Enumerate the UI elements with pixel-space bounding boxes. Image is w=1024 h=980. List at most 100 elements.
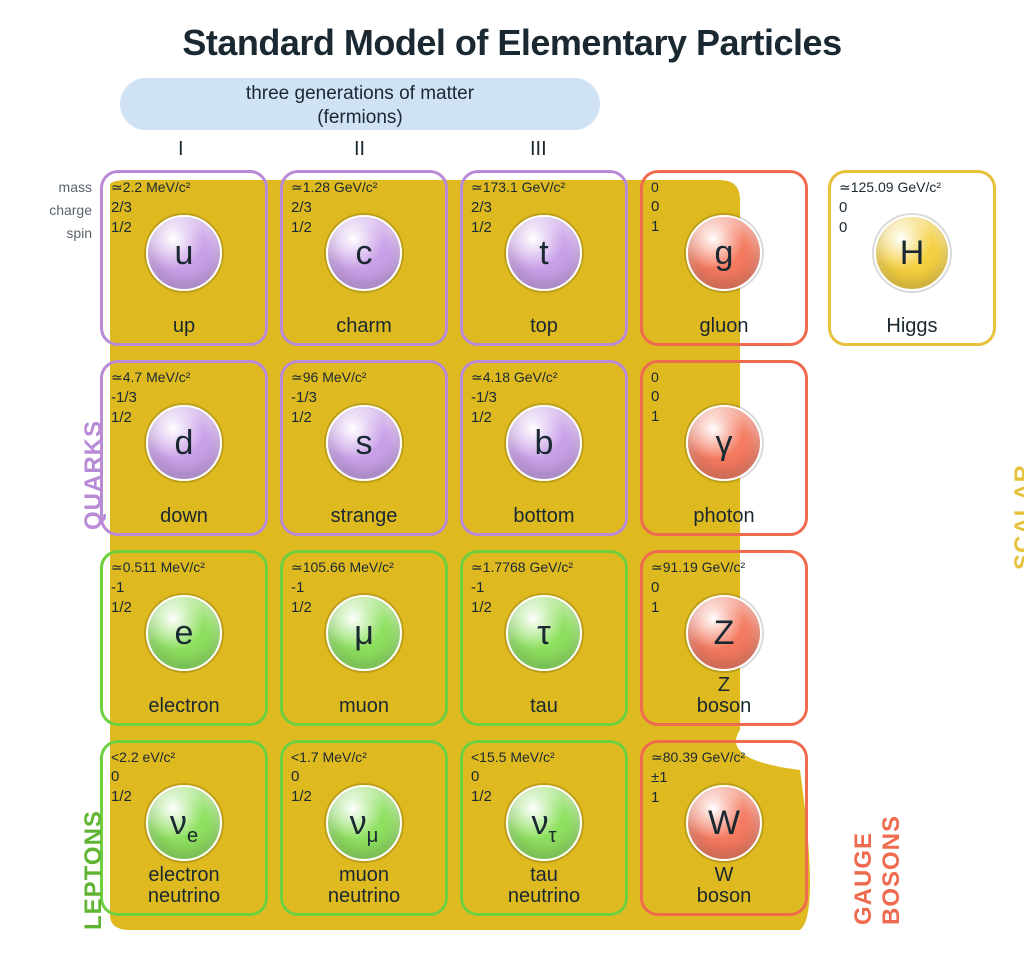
- particle-name: electronneutrino: [103, 865, 265, 907]
- mass-value: <2.2 eV/c²: [111, 749, 257, 765]
- page-title: Standard Model of Elementary Particles: [0, 0, 1024, 64]
- charge-value: 0: [111, 768, 257, 785]
- particle-electron: ≃0.511 MeV/c²-11/2eelectron: [100, 550, 268, 726]
- particle-gluon: 001ggluon: [640, 170, 808, 346]
- particle-symbol: d: [146, 405, 222, 481]
- mass-value: 0: [651, 369, 797, 385]
- generation-label-II: II: [354, 138, 365, 161]
- particle-symbol: H: [874, 215, 950, 291]
- label-quarks: QUARKS: [80, 420, 108, 530]
- particle-name: photon: [643, 506, 805, 527]
- mass-value: ≃91.19 GeV/c²: [651, 559, 797, 576]
- particle-name: strange: [283, 506, 445, 527]
- particle-name: Higgs: [831, 316, 993, 337]
- particle-symbol: c: [326, 215, 402, 291]
- mass-value: ≃0.511 MeV/c²: [111, 559, 257, 576]
- particle-up: ≃2.2 MeV/c²2/31/2uup: [100, 170, 268, 346]
- mass-value: ≃4.18 GeV/c²: [471, 369, 617, 386]
- subtitle-line1: three generations of matter: [120, 82, 600, 106]
- particle-zboson: ≃91.19 GeV/c²01ZZboson: [640, 550, 808, 726]
- particle-name: muon: [283, 696, 445, 717]
- particle-muon: ≃105.66 MeV/c²-11/2μmuon: [280, 550, 448, 726]
- particle-name: bottom: [463, 506, 625, 527]
- mass-value: ≃1.28 GeV/c²: [291, 179, 437, 196]
- charge-value: 2/3: [111, 199, 257, 216]
- particle-symbol: e: [146, 595, 222, 671]
- mass-value: ≃4.7 MeV/c²: [111, 369, 257, 386]
- particle-symbol: g: [686, 215, 762, 291]
- particle-name: tauneutrino: [463, 865, 625, 907]
- particle-top: ≃173.1 GeV/c²2/31/2ttop: [460, 170, 628, 346]
- label-charge: charge: [22, 199, 92, 222]
- particle-symbol: τ: [506, 595, 582, 671]
- particle-down: ≃4.7 MeV/c²-1/31/2ddown: [100, 360, 268, 536]
- mass-value: ≃125.09 GeV/c²: [839, 179, 985, 196]
- particle-name: up: [103, 316, 265, 337]
- label-spin: spin: [22, 222, 92, 245]
- particle-name: gluon: [643, 316, 805, 337]
- label-leptons: LEPTONS: [80, 810, 108, 930]
- particle-tau: ≃1.7768 GeV/c²-11/2τtau: [460, 550, 628, 726]
- charge-value: -1: [291, 579, 437, 596]
- charge-value: ±1: [651, 769, 797, 786]
- generation-label-III: III: [530, 138, 547, 161]
- charge-value: 0: [471, 768, 617, 785]
- charge-value: 0: [651, 388, 797, 405]
- particle-name: Wboson: [643, 865, 805, 907]
- particle-wboson: ≃80.39 GeV/c²±11WWboson: [640, 740, 808, 916]
- generation-label-I: I: [178, 138, 184, 161]
- particle-higgs: ≃125.09 GeV/c²00HHiggs: [828, 170, 996, 346]
- particle-name: Zboson: [643, 675, 805, 717]
- charge-value: -1: [471, 579, 617, 596]
- particle-enu: <2.2 eV/c²01/2νeelectronneutrino: [100, 740, 268, 916]
- charge-value: -1/3: [471, 389, 617, 406]
- particle-name: charm: [283, 316, 445, 337]
- particle-symbol: νe: [146, 785, 222, 861]
- mass-value: 0: [651, 179, 797, 195]
- charge-value: 0: [839, 199, 985, 216]
- charge-value: -1: [111, 579, 257, 596]
- particle-symbol: b: [506, 405, 582, 481]
- fermions-label-box: three generations of matter (fermions): [120, 78, 600, 130]
- particle-symbol: u: [146, 215, 222, 291]
- mass-value: ≃96 MeV/c²: [291, 369, 437, 386]
- particle-symbol: s: [326, 405, 402, 481]
- particle-name: top: [463, 316, 625, 337]
- charge-value: -1/3: [111, 389, 257, 406]
- particle-symbol: W: [686, 785, 762, 861]
- mass-value: ≃1.7768 GeV/c²: [471, 559, 617, 576]
- particle-photon: 001γphoton: [640, 360, 808, 536]
- particle-symbol: νμ: [326, 785, 402, 861]
- property-labels: mass charge spin: [22, 176, 92, 245]
- particle-symbol: μ: [326, 595, 402, 671]
- particle-symbol: γ: [686, 405, 762, 481]
- particle-bottom: ≃4.18 GeV/c²-1/31/2bbottom: [460, 360, 628, 536]
- mass-value: ≃2.2 MeV/c²: [111, 179, 257, 196]
- charge-value: 2/3: [291, 199, 437, 216]
- subtitle-line2: (fermions): [120, 106, 600, 130]
- particle-name: electron: [103, 696, 265, 717]
- charge-value: 0: [291, 768, 437, 785]
- particle-symbol: t: [506, 215, 582, 291]
- particle-tnu: <15.5 MeV/c²01/2ντtauneutrino: [460, 740, 628, 916]
- particle-symbol: ντ: [506, 785, 582, 861]
- charge-value: 0: [651, 198, 797, 215]
- label-scalar-bosons: SCALAR BOSONS: [1010, 460, 1024, 570]
- mass-value: <15.5 MeV/c²: [471, 749, 617, 765]
- label-gauge-bosons: GAUGE BOSONS: [850, 751, 906, 925]
- mass-value: ≃105.66 MeV/c²: [291, 559, 437, 576]
- mass-value: ≃80.39 GeV/c²: [651, 749, 797, 766]
- particle-name: down: [103, 506, 265, 527]
- charge-value: 2/3: [471, 199, 617, 216]
- particle-name: tau: [463, 696, 625, 717]
- particle-strange: ≃96 MeV/c²-1/31/2sstrange: [280, 360, 448, 536]
- mass-value: <1.7 MeV/c²: [291, 749, 437, 765]
- charge-value: 0: [651, 579, 797, 596]
- particle-symbol: Z: [686, 595, 762, 671]
- particle-mnu: <1.7 MeV/c²01/2νμmuonneutrino: [280, 740, 448, 916]
- particle-charm: ≃1.28 GeV/c²2/31/2ccharm: [280, 170, 448, 346]
- charge-value: -1/3: [291, 389, 437, 406]
- particle-name: muonneutrino: [283, 865, 445, 907]
- label-mass: mass: [22, 176, 92, 199]
- mass-value: ≃173.1 GeV/c²: [471, 179, 617, 196]
